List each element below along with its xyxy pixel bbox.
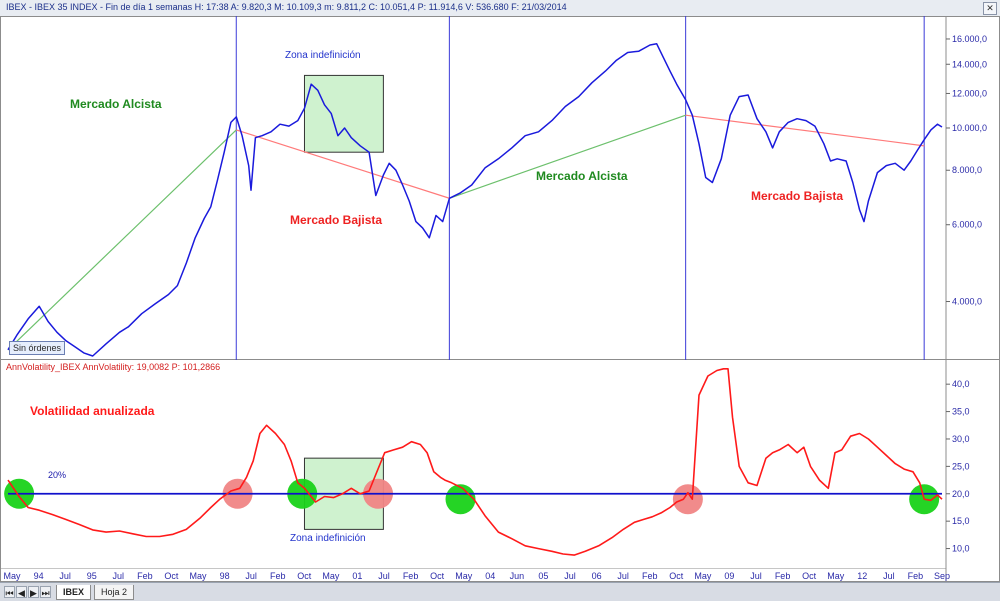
x-tick-label: Oct xyxy=(430,571,445,581)
next-sheet-icon[interactable]: ▶ xyxy=(28,586,39,598)
bull-market-label-1: Mercado Alcista xyxy=(70,97,162,111)
vol-y-tick-label: 35,0 xyxy=(952,407,970,417)
threshold-label: 20% xyxy=(48,470,66,480)
x-tick-label: May xyxy=(322,571,340,581)
x-tick-label: Jul xyxy=(564,571,576,581)
tab-ibex[interactable]: IBEX xyxy=(56,585,92,600)
price-y-tick-label: 10.000,0 xyxy=(952,123,987,133)
x-tick-label: May xyxy=(189,571,207,581)
x-tick-label: Feb xyxy=(403,571,419,581)
price-y-tick-label: 4.000,0 xyxy=(952,297,982,307)
x-tick-label: 12 xyxy=(857,571,867,581)
x-axis: May 94 Jul 95 Jul Feb Oct May 98 Jul Feb Oct May 01 Ju… xyxy=(0,568,950,581)
sin-ordenes-badge[interactable]: Sin órdenes xyxy=(9,341,66,355)
x-tick-label: Jun xyxy=(510,571,525,581)
x-tick-label: May xyxy=(3,571,21,581)
x-tick-label: 01 xyxy=(352,571,362,581)
x-tick-label: 09 xyxy=(724,571,734,581)
x-tick-label: Oct xyxy=(297,571,312,581)
bear-market-label-1: Mercado Bajista xyxy=(290,213,382,227)
x-tick-label: 06 xyxy=(592,571,602,581)
x-tick-label: 04 xyxy=(485,571,495,581)
price-y-tick-label: 6.000,0 xyxy=(952,220,982,230)
x-tick-label: May xyxy=(694,571,712,581)
x-tick-label: 05 xyxy=(538,571,548,581)
price-y-tick-label: 16.000,0 xyxy=(952,34,987,44)
tab-hoja-2[interactable]: Hoja 2 xyxy=(94,585,135,600)
vol-y-tick-label: 20,0 xyxy=(952,489,970,499)
high-volatility-marker xyxy=(672,484,703,515)
price-y-tick-label: 14.000,0 xyxy=(952,59,987,69)
x-tick-label: Jul xyxy=(750,571,762,581)
last-sheet-icon[interactable]: ⏭ xyxy=(40,586,51,598)
x-tick-label: Oct xyxy=(802,571,817,581)
x-tick-label: Jul xyxy=(245,571,257,581)
volatility-chart[interactable]: 40,0 35,0 30,0 25,0 20,0 15,0 10,0 20% Volatilid… xyxy=(0,359,1000,582)
chart-header-title: IBEX - IBEX 35 INDEX - Fin de día 1 sema… xyxy=(6,2,567,12)
x-tick-label: 94 xyxy=(34,571,44,581)
bear-market-label-2: Mercado Bajista xyxy=(751,189,843,203)
x-tick-label: Feb xyxy=(270,571,286,581)
x-tick-label: Feb xyxy=(775,571,791,581)
x-tick-label: Jul xyxy=(113,571,125,581)
vol-y-tick-label: 40,0 xyxy=(952,379,970,389)
x-tick-label: Jul xyxy=(378,571,390,581)
vol-zone-label: Zona indefinición xyxy=(290,533,366,544)
prev-sheet-icon[interactable]: ◀ xyxy=(16,586,27,598)
x-tick-label: Feb xyxy=(137,571,153,581)
chart-header-bar: IBEX - IBEX 35 INDEX - Fin de día 1 sema… xyxy=(0,0,1000,17)
vol-y-tick-label: 10,0 xyxy=(952,544,970,554)
price-chart[interactable]: 16.000,0 14.000,0 12.000,0 10.000,0 8.000,0 6… xyxy=(0,16,1000,360)
x-tick-label: 95 xyxy=(87,571,97,581)
undefined-zone-label: Zona indefinición xyxy=(285,50,361,61)
price-series-line xyxy=(7,43,943,357)
x-tick-label: Oct xyxy=(669,571,684,581)
bull-trend-line xyxy=(449,114,686,199)
low-volatility-marker xyxy=(445,484,476,515)
volatility-title: Volatilidad anualizada xyxy=(30,404,155,418)
bull-market-label-2: Mercado Alcista xyxy=(536,169,628,183)
x-tick-label: May xyxy=(455,571,473,581)
x-tick-label: Jul xyxy=(59,571,71,581)
bull-trend-line xyxy=(7,129,237,351)
price-y-tick-label: 8.000,0 xyxy=(952,165,982,175)
volatility-header: AnnVolatility_IBEX AnnVolatility: 19,008… xyxy=(6,362,221,372)
vol-y-tick-label: 15,0 xyxy=(952,516,970,526)
x-tick-label: Feb xyxy=(642,571,658,581)
price-undefined-zone xyxy=(303,74,384,153)
first-sheet-icon[interactable]: ⏮ xyxy=(4,586,15,598)
bear-trend-line xyxy=(685,114,925,147)
sheet-tabs-bar: ⏮ ◀ ▶ ⏭ IBEX Hoja 2 xyxy=(0,582,1000,601)
x-tick-label: May xyxy=(827,571,845,581)
vol-y-tick-label: 25,0 xyxy=(952,461,970,471)
x-tick-label: Feb xyxy=(908,571,924,581)
price-y-tick-label: 12.000,0 xyxy=(952,88,987,98)
vol-y-tick-label: 30,0 xyxy=(952,434,970,444)
x-tick-label: 98 xyxy=(220,571,230,581)
bear-trend-line xyxy=(236,129,450,199)
x-tick-label: Jul xyxy=(883,571,895,581)
x-tick-label: Oct xyxy=(164,571,179,581)
close-icon[interactable]: ✕ xyxy=(983,2,997,15)
x-tick-label: Jul xyxy=(617,571,629,581)
volatility-series-line xyxy=(7,368,943,556)
x-tick-label: Sep xyxy=(934,571,950,581)
